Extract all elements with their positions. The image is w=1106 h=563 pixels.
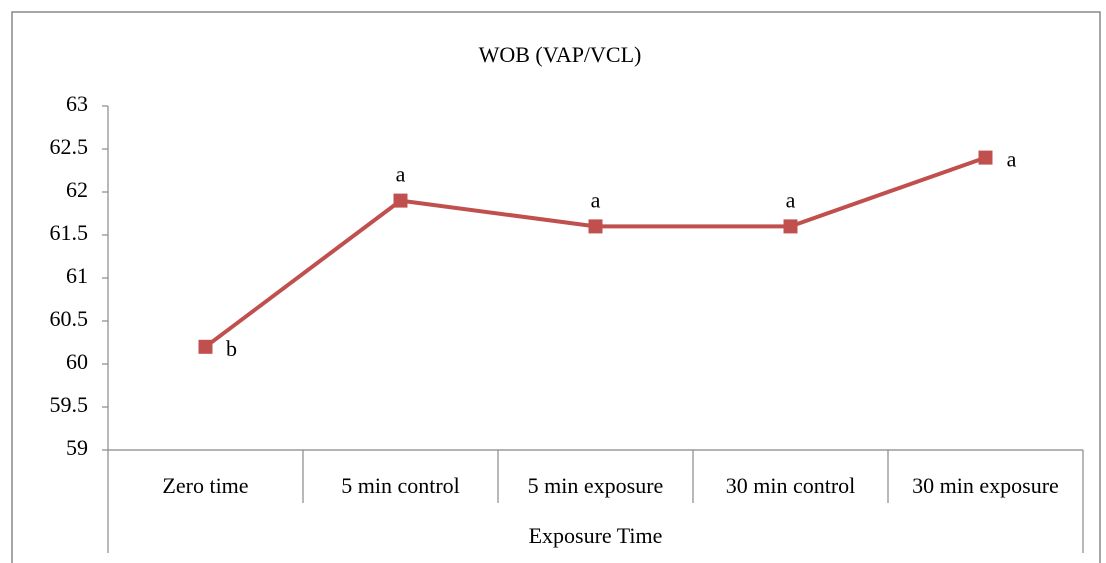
- point-label: a: [396, 162, 406, 187]
- y-tick-label: 61: [66, 263, 88, 288]
- y-tick-label: 62: [66, 177, 88, 202]
- chart-title: WOB (VAP/VCL): [479, 42, 642, 67]
- y-tick-label: 59: [66, 435, 88, 460]
- point-label: a: [1007, 147, 1017, 172]
- y-tick-label: 61.5: [50, 220, 89, 245]
- point-label: b: [226, 336, 237, 361]
- x-tick-label: 5 min control: [341, 473, 460, 498]
- data-point: [783, 219, 798, 234]
- y-tick-label: 60.5: [50, 306, 89, 331]
- y-tick-label: 63: [66, 91, 88, 116]
- y-tick-label: 59.5: [50, 392, 89, 417]
- x-tick-label: 5 min exposure: [528, 473, 664, 498]
- x-tick-label: 30 min exposure: [912, 473, 1059, 498]
- point-label: a: [786, 187, 796, 212]
- data-point: [393, 193, 408, 208]
- point-label: a: [591, 187, 601, 212]
- x-tick-label: Zero time: [162, 473, 248, 498]
- y-tick-label: 62.5: [50, 134, 89, 159]
- chart-frame: [11, 11, 1101, 563]
- data-point: [978, 150, 993, 165]
- data-point: [198, 339, 213, 354]
- x-tick-label: 30 min control: [726, 473, 856, 498]
- data-point: [588, 219, 603, 234]
- x-axis-label: Exposure Time: [529, 523, 663, 548]
- y-tick-label: 60: [66, 349, 88, 374]
